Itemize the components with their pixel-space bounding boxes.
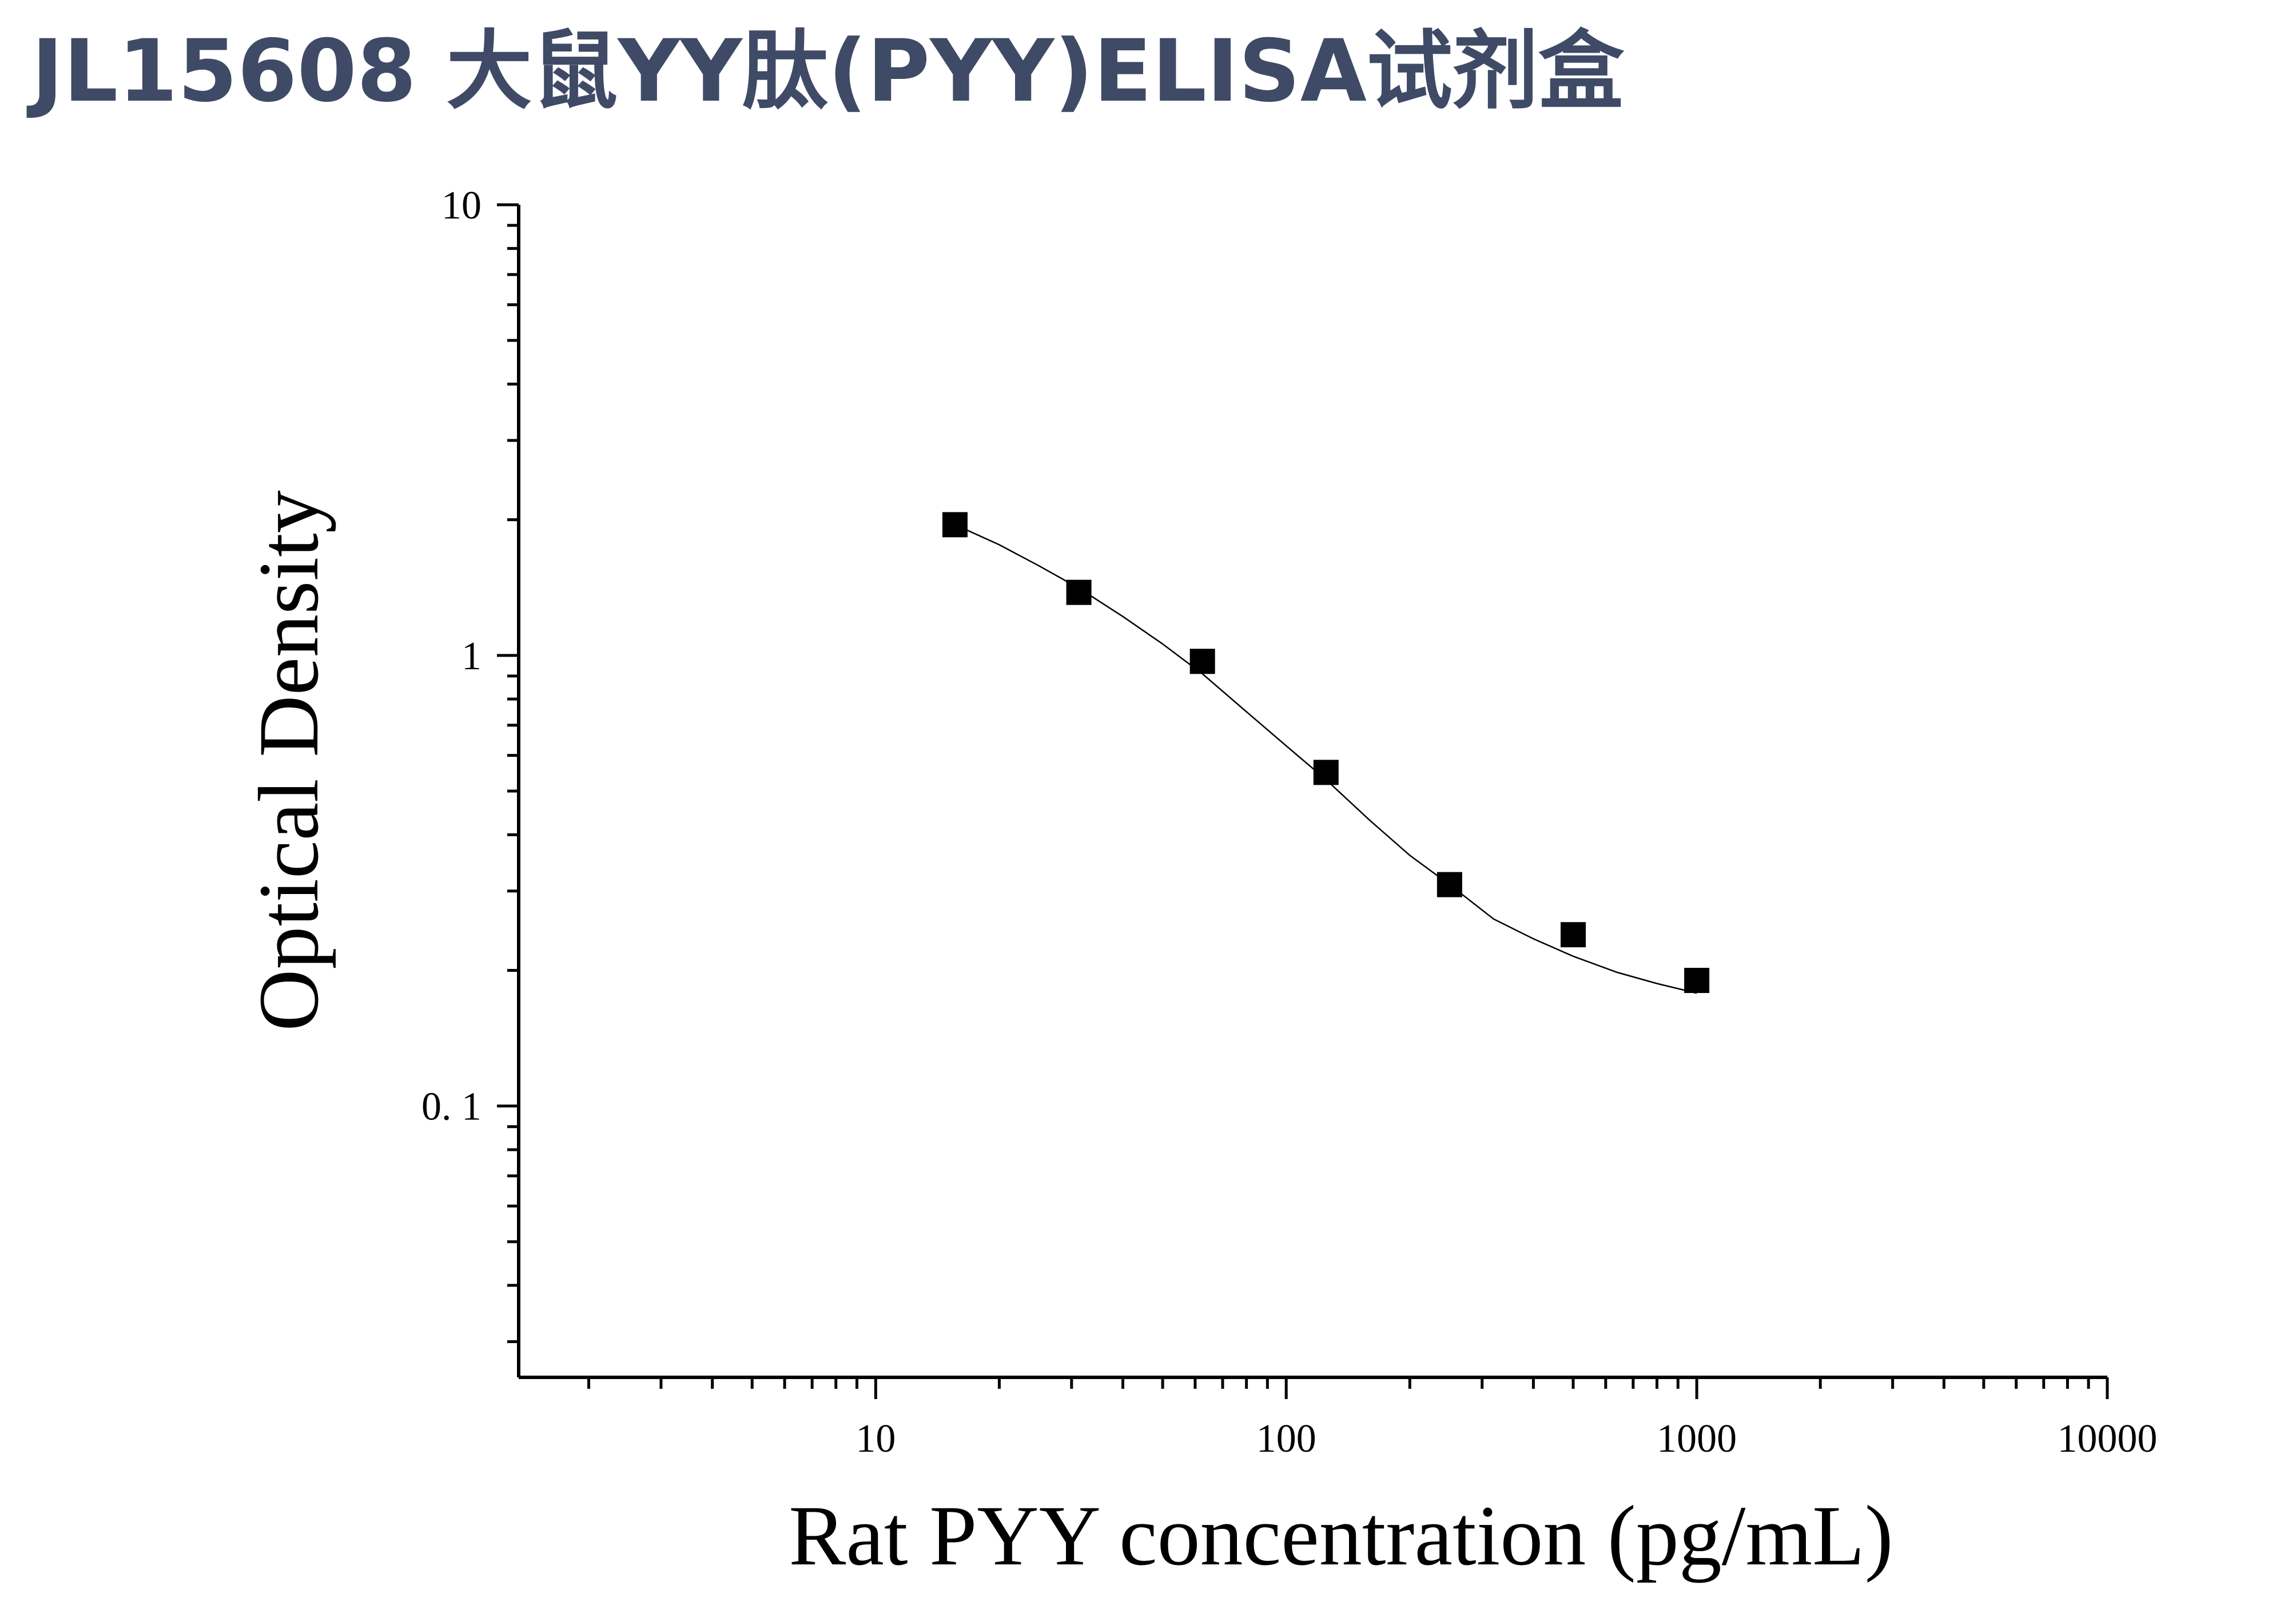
x-tick-label: 100 (1256, 1417, 1316, 1461)
y-axis-title: Optical Density (241, 490, 336, 1031)
page-title: JL15608 大鼠YY肽(PYY)ELISA试剂盒 (31, 22, 1624, 121)
data-point-marker (1066, 579, 1092, 605)
y-tick-label: 1 (461, 634, 482, 678)
data-point-marker (1313, 760, 1339, 785)
chart-axes (517, 205, 2107, 1379)
x-axis-title: Rat PYY concentration (pg/mL) (789, 1488, 1893, 1583)
x-tick-label: 1000 (1657, 1417, 1737, 1461)
chart-ticks (497, 203, 2109, 1399)
y-tick-label: 10 (441, 184, 482, 228)
data-point-marker (1561, 922, 1586, 948)
data-point-marker (1437, 872, 1462, 897)
chart-tick-labels: 10 100 1000 10000 0. 1 1 10 (421, 184, 2158, 1461)
x-tick-label: 10 (855, 1417, 896, 1461)
data-points (942, 512, 1710, 994)
y-tick-label: 0. 1 (421, 1085, 482, 1129)
data-point-marker (942, 512, 968, 538)
x-tick-label: 10000 (2058, 1417, 2158, 1461)
data-point-marker (1189, 649, 1215, 674)
data-point-marker (1684, 968, 1710, 994)
